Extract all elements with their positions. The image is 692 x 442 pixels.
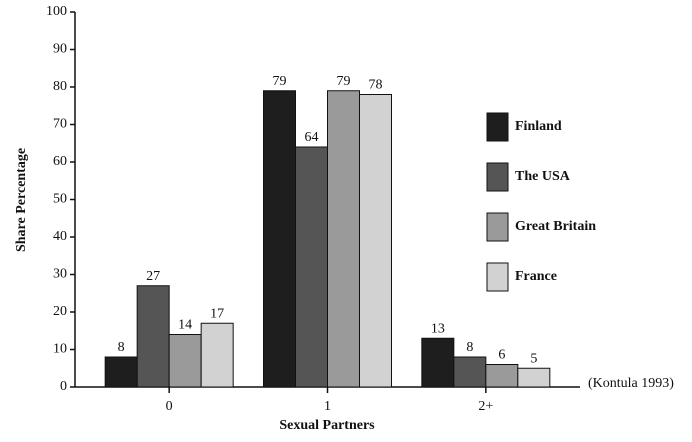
- x-axis-label: Sexual Partners: [279, 418, 375, 433]
- bar: [136, 285, 170, 388]
- value-label: 8: [118, 340, 125, 355]
- value-label: 64: [305, 130, 319, 145]
- bar: [263, 90, 296, 388]
- legend-swatch: [486, 212, 509, 242]
- x-tick-label: 2+: [478, 399, 493, 414]
- y-tick-label: 70: [53, 117, 67, 132]
- y-tick-label: 30: [53, 267, 67, 282]
- y-axis-label: Share Percentage: [14, 148, 29, 252]
- legend-swatch: [486, 262, 509, 292]
- y-tick-label: 20: [53, 304, 67, 319]
- value-label: 5: [530, 351, 537, 366]
- bar: [327, 90, 360, 388]
- value-label: 78: [369, 78, 383, 93]
- value-label: 27: [146, 269, 160, 284]
- value-label: 8: [466, 340, 473, 355]
- value-label: 14: [178, 318, 192, 333]
- legend-label: The USA: [515, 169, 571, 184]
- value-label: 79: [273, 74, 287, 89]
- x-tick-label: 1: [324, 399, 331, 414]
- bar: [453, 356, 487, 388]
- bar: [104, 356, 138, 388]
- bar: [295, 146, 328, 388]
- y-tick-label: 60: [53, 154, 67, 169]
- legend-swatch: [486, 112, 509, 142]
- annotation: (Kontula 1993): [588, 376, 674, 391]
- bar: [485, 364, 519, 388]
- bar: [517, 367, 551, 388]
- y-tick-label: 100: [46, 4, 67, 19]
- legend-swatch: [486, 162, 509, 192]
- value-label: 6: [498, 348, 505, 363]
- bar: [200, 322, 234, 388]
- y-tick-label: 80: [53, 79, 67, 94]
- y-tick-label: 90: [53, 42, 67, 57]
- y-tick-label: 0: [60, 379, 67, 394]
- legend-label: Great Britain: [515, 219, 596, 234]
- y-tick-label: 10: [53, 342, 67, 357]
- x-tick-label: 0: [166, 399, 173, 414]
- y-tick-label: 40: [53, 229, 67, 244]
- value-label: 17: [210, 306, 224, 321]
- bar: [359, 94, 392, 388]
- value-label: 79: [337, 74, 351, 89]
- value-label: 13: [431, 321, 445, 336]
- y-tick-label: 50: [53, 192, 67, 207]
- legend-label: France: [515, 269, 557, 284]
- legend-label: Finland: [515, 119, 562, 134]
- bar: [421, 337, 455, 388]
- bar: [168, 334, 202, 388]
